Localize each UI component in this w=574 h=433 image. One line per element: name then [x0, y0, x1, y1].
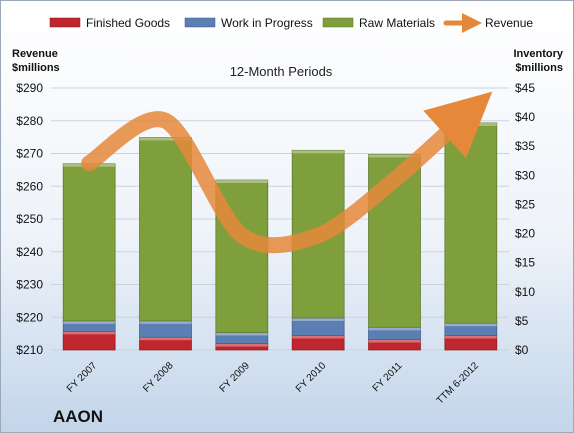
bar-raw-materials-fy-2011: [368, 154, 421, 328]
legend-item-finished-goods: Finished Goods: [49, 16, 170, 30]
x-tick-label: TTM 6-2012: [435, 360, 482, 407]
company-label: AAON: [53, 407, 103, 426]
bar-highlight: [444, 323, 497, 327]
bar-highlight: [63, 320, 116, 324]
gridlines: [51, 87, 509, 351]
bar-highlight: [368, 339, 421, 343]
bar-highlight: [292, 150, 345, 154]
x-tick-label: FY 2007: [65, 360, 100, 395]
left-tick-label: $270: [16, 147, 43, 161]
bar-raw-materials-ttm-6-2012: [444, 122, 498, 324]
right-tick-label: $5: [515, 314, 529, 328]
bar-highlight: [215, 343, 268, 347]
legend-label-work-in-progress: Work in Progress: [221, 16, 313, 30]
legend-item-revenue: Revenue: [443, 13, 533, 33]
bar-raw-materials-fy-2007: [62, 163, 116, 322]
left-tick-label: $260: [16, 179, 43, 193]
x-tick-label: FY 2010: [294, 360, 329, 395]
right-tick-label: $35: [515, 139, 535, 153]
bar-highlight: [215, 179, 268, 183]
legend-item-work-in-progress: Work in Progress: [184, 16, 313, 30]
right-axis-ticks: $0 $5 $10 $15 $20 $25 $30 $35 $40 $45: [515, 81, 535, 357]
bar-highlight: [139, 137, 192, 141]
left-tick-label: $240: [16, 245, 43, 259]
left-tick-label: $210: [16, 343, 43, 357]
right-tick-label: $25: [515, 197, 535, 211]
bar-raw-materials-fy-2008: [139, 137, 192, 322]
right-tick-label: $40: [515, 110, 535, 124]
right-tick-label: $10: [515, 285, 535, 299]
bar-highlight: [215, 332, 268, 336]
bar-highlight: [292, 317, 345, 321]
left-axis-label-line1: Revenue: [12, 48, 58, 60]
left-tick-label: $220: [16, 310, 43, 324]
bar-highlight: [444, 335, 497, 339]
left-tick-label: $290: [16, 81, 43, 95]
legend-label-raw-materials: Raw Materials: [359, 16, 435, 30]
revenue-trend-line: [81, 91, 493, 254]
right-axis-label-line1: Inventory: [513, 48, 563, 60]
right-tick-label: $0: [515, 343, 529, 357]
legend-item-raw-materials: Raw Materials: [322, 16, 435, 30]
x-tick-label: FY 2008: [141, 360, 176, 395]
legend-swatch-raw-materials: [322, 17, 354, 28]
right-axis-label-line2: $millions: [515, 62, 563, 74]
bar-highlight: [292, 335, 345, 339]
bar-highlight: [139, 337, 192, 341]
right-tick-label: $45: [515, 81, 535, 95]
x-axis-labels: FY 2007 FY 2008 FY 2009 FY 2010 FY 2011 TTM 6…: [65, 360, 481, 407]
right-tick-label: $15: [515, 256, 535, 270]
x-tick-label: FY 2011: [371, 360, 405, 394]
legend: Finished Goods Work in Progress Raw Mate…: [49, 13, 533, 33]
left-tick-label: $280: [16, 114, 43, 128]
legend-label-revenue: Revenue: [485, 16, 533, 30]
chart-title: 12-Month Periods: [230, 64, 333, 79]
legend-swatch-finished-goods: [49, 17, 81, 28]
right-tick-label: $20: [515, 227, 535, 241]
left-tick-label: $230: [16, 278, 43, 292]
bar-highlight: [368, 154, 421, 158]
bar-highlight: [63, 331, 116, 335]
legend-swatch-work-in-progress: [184, 17, 216, 28]
x-tick-label: FY 2009: [218, 360, 253, 395]
left-tick-label: $250: [16, 212, 43, 226]
legend-label-finished-goods: Finished Goods: [86, 16, 170, 30]
left-axis-ticks: $210 $220 $230 $240 $250 $260 $270 $280 $290: [16, 81, 43, 357]
left-axis-label-line2: $millions: [12, 62, 60, 74]
right-tick-label: $30: [515, 168, 535, 182]
bar-highlight: [139, 320, 192, 324]
revenue-line: [81, 91, 493, 254]
bar-highlight: [368, 327, 421, 331]
